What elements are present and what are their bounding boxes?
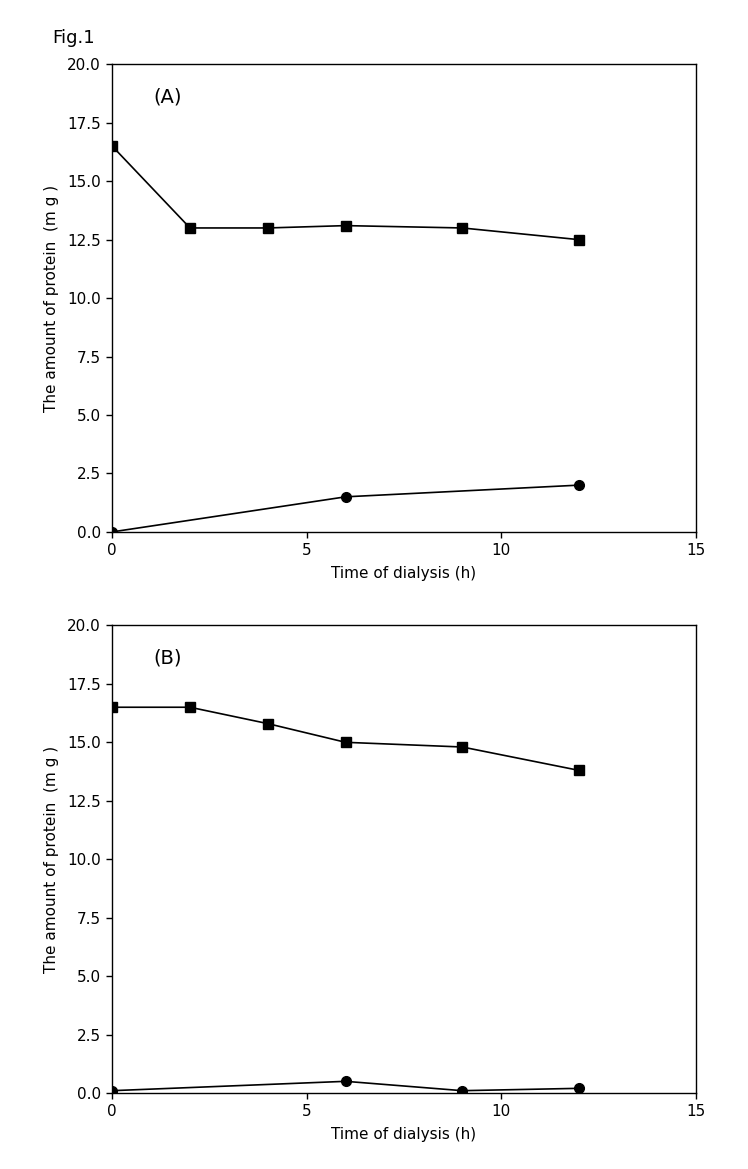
Text: Fig.1: Fig.1 xyxy=(52,29,95,47)
X-axis label: Time of dialysis (h): Time of dialysis (h) xyxy=(331,566,476,581)
Text: (A): (A) xyxy=(153,88,182,106)
Y-axis label: The amount of protein  (m g ): The amount of protein (m g ) xyxy=(44,746,59,973)
Text: (B): (B) xyxy=(153,649,182,667)
Y-axis label: The amount of protein  (m g ): The amount of protein (m g ) xyxy=(44,185,59,411)
X-axis label: Time of dialysis (h): Time of dialysis (h) xyxy=(331,1127,476,1142)
